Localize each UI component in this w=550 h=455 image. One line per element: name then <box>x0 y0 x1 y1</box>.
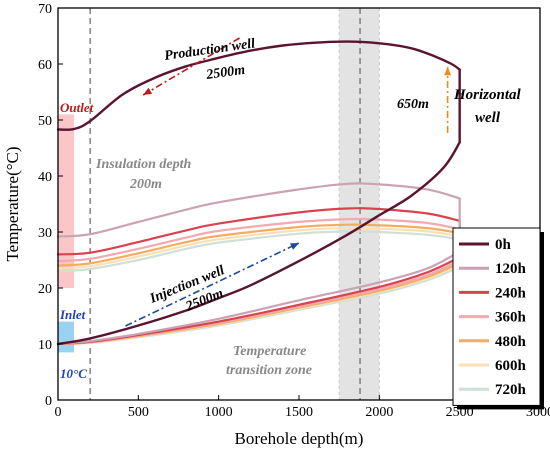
horizontal-well-label-1: Horizontal <box>453 87 522 103</box>
x-tick-label-1000: 1000 <box>205 405 233 420</box>
y-tick-label-70: 70 <box>38 2 52 17</box>
y-tick-label-30: 30 <box>38 226 52 241</box>
insulation-depth-value: 200m <box>129 177 162 192</box>
production-curve-120h <box>56 182 461 238</box>
injection-arrow-shaft <box>125 242 300 327</box>
legend-label-600h: 600h <box>495 358 527 374</box>
legend-label-240h: 240h <box>495 285 527 301</box>
horizontal-arrow-head <box>444 67 452 76</box>
inlet-range-box <box>58 321 75 353</box>
x-axis-title: Borehole depth(m) <box>235 429 364 448</box>
legend-label-0h: 0h <box>495 237 512 253</box>
outlet-label: Outlet <box>60 100 94 115</box>
x-tick-label-500: 500 <box>128 405 149 420</box>
transition-zone-label-2: transition zone <box>226 363 312 378</box>
curves-layer <box>56 37 461 346</box>
horizontal-well-label-2: well <box>475 110 501 126</box>
x-tick-label-1500: 1500 <box>285 405 313 420</box>
production-curve-0h <box>56 40 461 131</box>
inlet-temperature-label: 10°C <box>60 366 87 381</box>
transition-zone-label-1: Temperature <box>233 344 306 359</box>
x-tick-label-0: 0 <box>55 405 62 420</box>
production-arrow-head <box>143 87 153 95</box>
x-tick-label-2000: 2000 <box>365 405 393 420</box>
y-tick-label-0: 0 <box>45 394 52 409</box>
legend: 0h 120h 240h 360h 480h 600h 720h <box>452 227 544 410</box>
injection-curve-0h <box>56 141 461 346</box>
y-tick-label-10: 10 <box>38 338 52 353</box>
y-tick-label-40: 40 <box>38 170 52 185</box>
y-axis-title: Temperature(°C) <box>3 146 22 261</box>
legend-label-120h: 120h <box>495 261 527 277</box>
inlet-label: Inlet <box>59 307 86 322</box>
y-tick-label-50: 50 <box>38 114 52 129</box>
production-curve-240h <box>56 207 461 256</box>
legend-label-360h: 360h <box>495 310 527 326</box>
axes-layer: Borehole depth(m) Temperature(°C) 0 500 10… <box>3 2 550 448</box>
insulation-depth-label: Insulation depth <box>95 157 192 172</box>
y-tick-label-60: 60 <box>38 58 52 73</box>
legend-label-480h: 480h <box>495 334 527 350</box>
production-curve-720h <box>56 230 461 273</box>
injection-arrow <box>125 242 300 327</box>
production-arrow-shaft <box>142 37 240 96</box>
production-curve-600h <box>56 226 461 270</box>
injection-arrow-head <box>290 243 299 250</box>
production-curve-360h <box>56 217 461 263</box>
horizontal-arrow <box>444 67 452 133</box>
background-layer <box>58 8 380 400</box>
outlet-range-box <box>58 114 75 289</box>
injection-curve-120h <box>56 250 461 346</box>
y-tick-label-20: 20 <box>38 282 52 297</box>
production-curve-480h <box>56 223 461 267</box>
production-well-length: 2500m <box>204 63 246 83</box>
legend-label-720h: 720h <box>495 382 527 398</box>
horizontal-well-length: 650m <box>397 97 429 112</box>
transition-zone-band <box>339 8 380 400</box>
production-arrow <box>142 37 240 96</box>
